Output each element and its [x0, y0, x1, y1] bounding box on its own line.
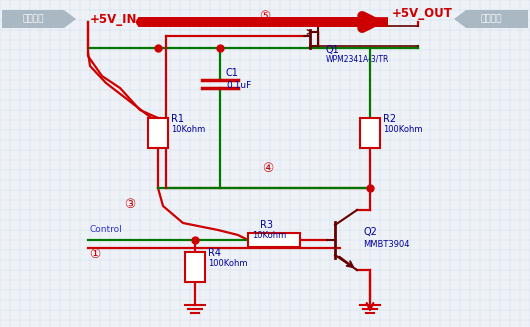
- Text: ④: ④: [262, 162, 273, 175]
- Bar: [248, 233, 300, 247]
- Text: R4: R4: [208, 248, 221, 258]
- Text: 100Kohm: 100Kohm: [383, 125, 422, 134]
- Text: ①: ①: [90, 249, 101, 262]
- Polygon shape: [2, 10, 76, 28]
- Text: Control: Control: [90, 225, 123, 234]
- Text: WPM2341A-3/TR: WPM2341A-3/TR: [326, 55, 390, 64]
- Text: +5V_OUT: +5V_OUT: [392, 8, 453, 21]
- Bar: [360, 118, 380, 148]
- Text: ⑤: ⑤: [259, 9, 271, 23]
- Text: 10Kohm: 10Kohm: [171, 125, 205, 134]
- Text: R1: R1: [171, 114, 184, 124]
- Text: MMBT3904: MMBT3904: [363, 240, 410, 249]
- Text: +5V_IN: +5V_IN: [90, 12, 137, 26]
- Text: 电源输出: 电源输出: [480, 14, 502, 24]
- Bar: [185, 252, 205, 282]
- Text: Q1: Q1: [326, 45, 340, 55]
- Text: ③: ③: [125, 198, 136, 212]
- Text: 0.1uF: 0.1uF: [226, 81, 251, 90]
- Polygon shape: [454, 10, 528, 28]
- Text: R2: R2: [383, 114, 396, 124]
- Text: R3: R3: [260, 220, 273, 230]
- Bar: [148, 118, 168, 148]
- Text: 10Kohm: 10Kohm: [252, 231, 286, 240]
- Text: 电源输入: 电源输入: [22, 14, 44, 24]
- Text: C1: C1: [226, 68, 239, 78]
- Text: Q2: Q2: [363, 227, 377, 237]
- Text: 100Kohm: 100Kohm: [208, 259, 248, 268]
